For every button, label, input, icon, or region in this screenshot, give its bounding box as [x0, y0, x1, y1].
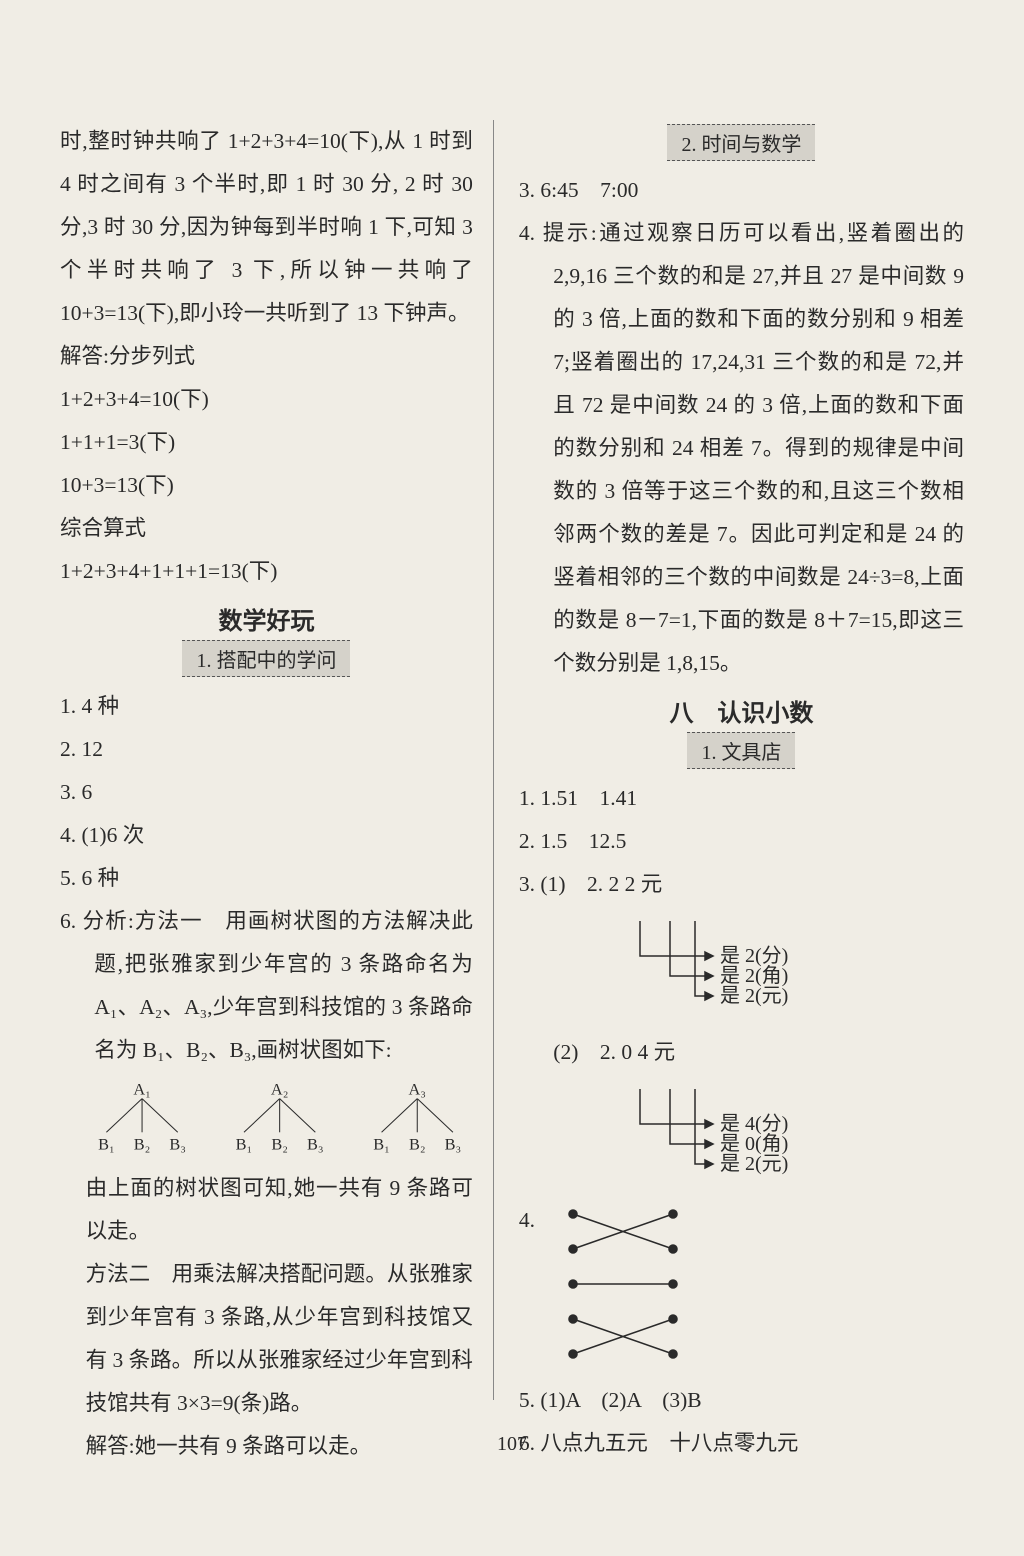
section-title-2: 八 认识小数 [519, 693, 964, 728]
section-title-1: 数学好玩 [60, 601, 473, 636]
money-diagram-2-wrap: 是 4(分) 是 0(角) 是 2(元) [519, 1074, 964, 1199]
tree-b: B₃ [169, 1135, 186, 1154]
sub-title-wrap-2: 2. 时间与数学 [519, 124, 964, 161]
sub-title-3: 1. 文具店 [687, 732, 795, 769]
left-li4: 4. (1)6 次 [60, 814, 473, 857]
right-li4-prefix: 4. [519, 1199, 553, 1242]
right-li4-wrap: 4. [519, 1199, 964, 1379]
left-eq2: 1+1+1=3(下) [60, 421, 473, 464]
tree-diagram: A₁ A₂ A₃ B₁ B₂ B₃ [86, 1072, 473, 1162]
left-p4: 由上面的树状图可知,她一共有 9 条路可以走。 [86, 1167, 473, 1253]
right-li3b: (2) 2. 0 4 元 [519, 1031, 964, 1074]
tree-diagram-wrap: A₁ A₂ A₃ B₁ B₂ B₃ [60, 1072, 473, 1167]
tree-a3: A₃ [408, 1080, 425, 1099]
tree-b: B₁ [98, 1135, 115, 1154]
money-diagram-2: 是 4(分) 是 0(角) 是 2(元) [545, 1074, 905, 1194]
tree-b: B₂ [133, 1135, 150, 1154]
right-r3: 3. 6:45 7:00 [519, 169, 964, 212]
money-diagram-1-wrap: 是 2(分) 是 2(角) 是 2(元) [519, 906, 964, 1031]
left-li1: 1. 4 种 [60, 685, 473, 728]
money2-label: 是 4(分) [720, 1112, 788, 1135]
left-after-tree: 由上面的树状图可知,她一共有 9 条路可以走。 方法二 用乘法解决搭配问题。从张… [60, 1167, 473, 1468]
columns-wrap: 时,整时钟共响了 1+2+3+4=10(下),从 1 时到 4 时之间有 3 个… [60, 120, 964, 1400]
sub-title-wrap-1: 1. 搭配中的学问 [60, 640, 473, 677]
sub-title-2: 2. 时间与数学 [667, 124, 815, 161]
left-p1: 时,整时钟共响了 1+2+3+4=10(下),从 1 时到 4 时之间有 3 个… [60, 120, 473, 335]
left-eq3: 10+3=13(下) [60, 464, 473, 507]
money1-label: 是 2(分) [720, 944, 788, 967]
right-li1: 1. 1.51 1.41 [519, 777, 964, 820]
page: 时,整时钟共响了 1+2+3+4=10(下),从 1 时到 4 时之间有 3 个… [0, 0, 1024, 1556]
left-eq4: 1+2+3+4+1+1+1=13(下) [60, 550, 473, 593]
right-li2: 2. 1.5 12.5 [519, 820, 964, 863]
right-r4: 4. 提示:通过观察日历可以看出,竖着圈出的 2,9,16 三个数的和是 27,… [519, 212, 964, 685]
right-li3: 3. (1) 2. 2 2 元 [519, 863, 964, 906]
page-number: 107 [0, 1433, 1024, 1456]
left-column: 时,整时钟共响了 1+2+3+4=10(下),从 1 时到 4 时之间有 3 个… [60, 120, 494, 1400]
sub-title-wrap-3: 1. 文具店 [519, 732, 964, 769]
left-li6: 6. 分析:方法一 用画树状图的方法解决此题,把张雅家到少年宫的 3 条路命名为… [60, 900, 473, 1072]
money2-label: 是 2(元) [720, 1153, 788, 1175]
left-li2: 2. 12 [60, 728, 473, 771]
tree-b: B₁ [235, 1135, 252, 1154]
tree-b: B₃ [444, 1135, 461, 1154]
tree-a1: A₁ [133, 1080, 150, 1099]
money2-label: 是 0(角) [720, 1132, 788, 1155]
left-p2: 解答:分步列式 [60, 335, 473, 378]
left-li5: 5. 6 种 [60, 857, 473, 900]
tree-b: B₂ [409, 1135, 426, 1154]
left-li3: 3. 6 [60, 771, 473, 814]
tree-b: B₁ [373, 1135, 390, 1154]
match-diagram [553, 1199, 713, 1379]
tree-a2: A₂ [271, 1080, 288, 1099]
right-li5: 5. (1)A (2)A (3)B [519, 1379, 964, 1422]
money1-label: 是 2(角) [720, 964, 788, 987]
left-p5: 方法二 用乘法解决搭配问题。从张雅家到少年宫有 3 条路,从少年宫到科技馆又有 … [86, 1253, 473, 1425]
tree-b: B₂ [271, 1135, 288, 1154]
left-p3: 综合算式 [60, 507, 473, 550]
left-eq1: 1+2+3+4=10(下) [60, 378, 473, 421]
tree-b: B₃ [307, 1135, 324, 1154]
money-diagram-1: 是 2(分) 是 2(角) 是 2(元) [545, 906, 905, 1026]
right-column: 2. 时间与数学 3. 6:45 7:00 4. 提示:通过观察日历可以看出,竖… [494, 120, 964, 1400]
money1-label: 是 2(元) [720, 985, 788, 1007]
sub-title-1: 1. 搭配中的学问 [182, 640, 350, 677]
